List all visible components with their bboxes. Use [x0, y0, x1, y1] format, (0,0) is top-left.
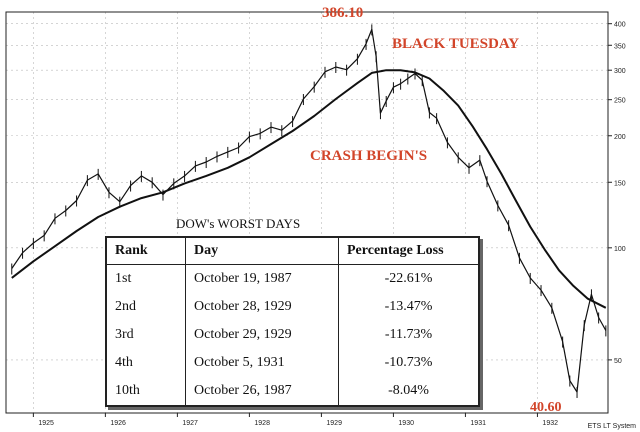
- day-cell: October 29, 1929: [185, 321, 339, 349]
- rank-cell: 3rd: [115, 327, 134, 342]
- table-row: 3rd October 29, 1929 -11.73%: [106, 321, 479, 349]
- x-tick-label: 1925: [38, 420, 54, 427]
- loss-cell: -10.73%: [338, 349, 479, 377]
- x-tick-label: 1931: [470, 420, 486, 427]
- rank-cell: 1st: [115, 271, 132, 286]
- peak-value-annotation: 386.10: [322, 5, 364, 21]
- black-tuesday-annotation: BLACK TUESDAY: [392, 36, 520, 52]
- x-tick-label: 1928: [254, 420, 270, 427]
- header-percentage-loss: Percentage Loss: [338, 237, 479, 265]
- gridlines: [6, 12, 608, 413]
- axes: [5, 11, 612, 417]
- table-row: 10th October 26, 1987 -8.04%: [106, 377, 479, 406]
- rank-cell: 4th: [115, 355, 133, 370]
- day-cell: October 5, 1931: [185, 349, 339, 377]
- day-cell: October 28, 1929: [185, 293, 339, 321]
- y-tick-label: 350: [614, 43, 626, 50]
- y-tick-label: 150: [614, 180, 626, 187]
- rank-cell: 10th: [115, 383, 140, 398]
- x-tick-labels: 1925 1926 1927 1928 1929 1930 1931 1932: [38, 420, 558, 427]
- price-series: [11, 24, 607, 398]
- crash-begins-annotation: CRASH BEGIN'S: [310, 148, 428, 164]
- header-rank: Rank: [106, 237, 186, 265]
- table-header-row: Rank Day Percentage Loss: [106, 237, 479, 265]
- worst-days-panel: DOW's WORST DAYS Rank Day Percentage Los…: [100, 216, 480, 407]
- y-tick-label: 100: [614, 246, 626, 253]
- loss-cell: -22.61%: [338, 264, 479, 293]
- y-tick-label: 400: [614, 22, 626, 29]
- y-tick-label: 200: [614, 134, 626, 141]
- y-tick-label: 50: [614, 358, 622, 365]
- moving-average-line: [11, 69, 607, 309]
- x-tick-label: 1926: [110, 420, 126, 427]
- x-tick-label: 1929: [326, 420, 342, 427]
- table-row: 2nd October 28, 1929 -13.47%: [106, 293, 479, 321]
- table-row: 1st October 19, 1987 -22.61%: [106, 264, 479, 293]
- low-value-annotation: 40.60: [530, 400, 562, 415]
- x-tick-label: 1930: [398, 420, 414, 427]
- x-tick-label: 1932: [542, 420, 558, 427]
- y-tick-label: 250: [614, 98, 626, 105]
- plot-frame: [5, 11, 609, 414]
- x-tick-label: 1927: [182, 420, 198, 427]
- y-tick-label: 300: [614, 68, 626, 75]
- loss-cell: -13.47%: [338, 293, 479, 321]
- y-tick-labels: 50 100 150 200 250 300 350 400: [614, 22, 626, 365]
- loss-cell: -11.73%: [338, 321, 479, 349]
- day-cell: October 19, 1987: [185, 264, 339, 293]
- table-row: 4th October 5, 1931 -10.73%: [106, 349, 479, 377]
- day-cell: October 26, 1987: [185, 377, 339, 406]
- worst-days-title: DOW's WORST DAYS: [176, 216, 301, 231]
- loss-cell: -8.04%: [338, 377, 479, 406]
- moving-average-series: [11, 69, 607, 309]
- brand-label: ETS LT System: [587, 423, 636, 430]
- rank-cell: 2nd: [115, 299, 136, 314]
- worst-days-table: Rank Day Percentage Loss 1st October 19,…: [105, 236, 480, 407]
- header-day: Day: [185, 237, 339, 265]
